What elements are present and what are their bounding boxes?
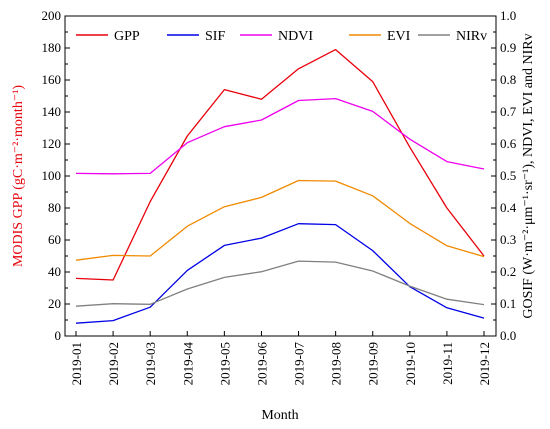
y-tick-label-left: 140 (42, 104, 62, 119)
y-tick-label-right: 0.2 (500, 264, 516, 279)
y-tick-label-right: 0.6 (500, 136, 517, 151)
x-axis-title: Month (261, 408, 298, 423)
legend-label-ndvi: NDVI (278, 29, 313, 44)
x-tick-label: 2019-04 (180, 342, 195, 386)
y-tick-label-left: 0 (55, 328, 62, 343)
x-tick-label: 2019-03 (143, 342, 158, 385)
legend-label-evi: EVI (387, 29, 411, 44)
x-tick-label: 2019-01 (69, 342, 84, 385)
y-tick-label-left: 160 (42, 72, 62, 87)
y-axis-title-right: GOSIF (W·m⁻²·μm⁻¹·sr⁻¹), NDVI, EVI and N… (521, 33, 536, 318)
series-line-sif (75, 223, 485, 324)
y-tick-label-left: 120 (42, 136, 62, 151)
y-tick-label-left: 80 (48, 200, 61, 215)
x-tick-label: 2019-11 (440, 342, 455, 385)
legend-label-nirv: NIRv (456, 29, 487, 44)
y-tick-label-left: 100 (42, 168, 62, 183)
legend-label-gpp: GPP (114, 29, 140, 44)
y-tick-label-right: 0.3 (500, 232, 516, 247)
y-tick-label-left: 200 (42, 8, 62, 23)
y-tick-label-left: 40 (48, 264, 61, 279)
y-tick-label-left: 180 (42, 40, 62, 55)
series-line-ndvi (75, 97, 485, 175)
y-tick-label-right: 0.0 (500, 328, 516, 343)
x-tick-label: 2019-12 (477, 342, 492, 385)
series-line-nirv (75, 260, 485, 307)
x-tick-label: 2019-06 (254, 342, 269, 386)
legend-label-sif: SIF (205, 29, 225, 44)
x-tick-label: 2019-08 (329, 342, 344, 385)
x-tick-label: 2019-02 (106, 342, 121, 385)
y-tick-label-right: 0.1 (500, 296, 516, 311)
x-tick-label: 2019-09 (366, 342, 381, 385)
y-tick-label-left: 20 (48, 296, 61, 311)
y-tick-label-right: 0.5 (500, 168, 516, 183)
y-axis-title-left: MODIS GPP (gC·m⁻²·month⁻¹) (11, 85, 26, 267)
series-line-gpp (75, 48, 485, 281)
x-tick-label: 2019-05 (217, 342, 232, 385)
x-tick-label: 2019-07 (292, 342, 307, 386)
y-tick-label-left: 60 (48, 232, 61, 247)
plot-frame (64, 15, 497, 337)
y-tick-label-right: 0.7 (500, 104, 517, 119)
y-tick-label-right: 0.4 (500, 200, 517, 215)
series-line-evi (75, 179, 485, 261)
x-tick-label: 2019-10 (403, 342, 418, 385)
y-tick-label-right: 1.0 (500, 8, 516, 23)
y-tick-label-right: 0.9 (500, 40, 516, 55)
y-tick-label-right: 0.8 (500, 72, 516, 87)
